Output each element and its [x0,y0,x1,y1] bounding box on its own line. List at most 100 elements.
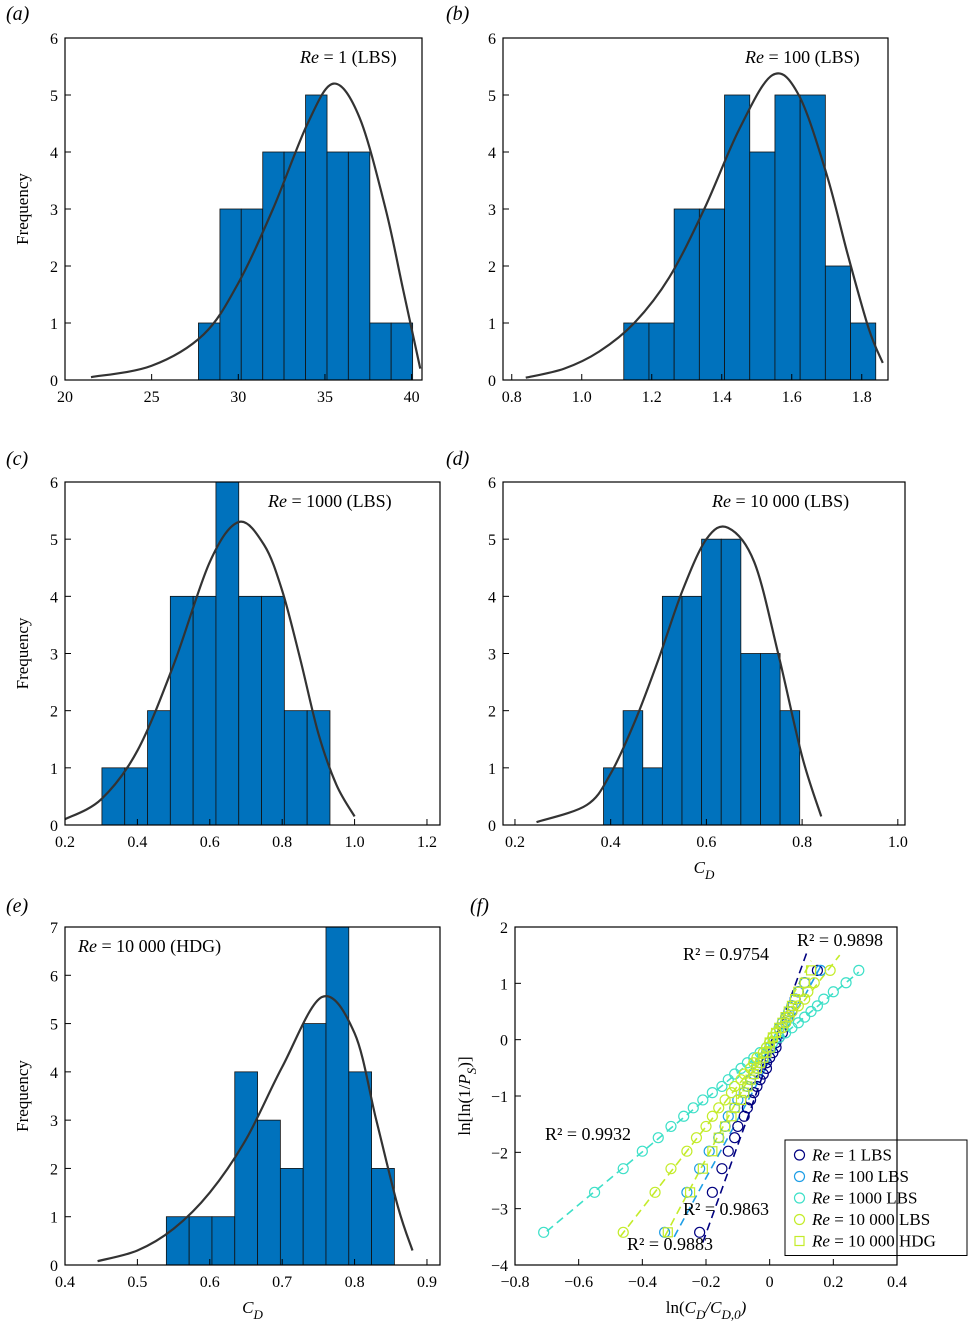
annotation: Re = 1000 (LBS) [267,491,392,512]
point [777,1017,788,1028]
bar [124,767,148,826]
point [716,1163,728,1175]
x-tick-label: 0.2 [823,1274,843,1291]
bar [774,94,801,381]
y-tick-label: 1 [50,761,58,778]
bar [850,322,877,381]
x-tick-label: −0.6 [564,1274,593,1291]
bar [261,595,285,826]
point [722,1074,734,1086]
point [792,1000,804,1012]
point [744,1062,757,1074]
x-tick-label: 1.0 [572,389,592,406]
y-tick-label: 3 [50,1113,58,1130]
legend-label: Re = 100 LBS [811,1167,909,1186]
point [722,1145,734,1157]
point [748,1068,759,1080]
axis-label-part: C [685,1298,697,1317]
y-tick-label: 2 [50,704,58,721]
x-tick-label: 30 [230,389,246,406]
legend-marker [793,1192,806,1204]
y-tick-label: 5 [50,1017,58,1034]
axis-label-part: )] [455,1056,474,1067]
y-tick-label: 2 [50,1161,58,1178]
point [700,1120,712,1133]
x-tick-label: 0.6 [696,834,716,851]
bar [661,595,683,826]
y-tick-label: 6 [50,31,58,48]
y-tick-label: −2 [491,1145,508,1162]
bar [347,151,371,381]
bar [279,1168,304,1266]
point [697,1163,708,1174]
axis-label: ln[ln(1/PS)] [455,1056,479,1135]
point [818,993,830,1005]
fit-curve [90,82,422,379]
point [719,1120,731,1133]
axis-label-part: D [252,1307,263,1322]
point [790,994,801,1005]
panel-label: (f) [470,895,489,917]
y-tick-label: 0 [50,1258,58,1275]
point [729,1132,741,1144]
y-tick-label: 6 [50,475,58,492]
bar [724,94,751,381]
legend-label: Re = 1000 LBS [811,1189,917,1208]
y-tick-label: 3 [50,202,58,219]
bar [681,595,703,826]
y-tick-label: 6 [488,475,496,492]
point [662,1227,673,1238]
point [824,964,836,976]
y-tick-label: 0 [50,373,58,390]
point [786,1000,798,1011]
y-tick-label: 7 [50,920,58,937]
point [741,1102,753,1114]
y-tick-label: 3 [50,647,58,664]
bar [760,653,781,826]
r2-label: R² = 0.9754 [683,944,769,964]
r2-label: R² = 0.9883 [627,1234,713,1254]
point [690,1132,703,1144]
point [636,1145,648,1157]
bar [749,151,776,381]
point [735,1094,747,1106]
point [793,986,804,997]
bar [603,767,624,826]
y-tick-label: 2 [488,259,496,276]
bar [283,151,306,381]
point [811,964,824,976]
axis-label-part: ln[ln(1/ [455,1084,474,1135]
fit-curve [64,520,356,821]
x-tick-label: 0.8 [792,834,812,851]
axes-frame [64,926,441,1266]
bar [623,322,650,381]
y-tick-label: 0 [50,818,58,835]
point [805,1005,817,1018]
point [665,1120,677,1133]
point [729,1102,740,1113]
point [706,1087,718,1099]
legend-box [784,1139,968,1256]
y-tick-label: 5 [50,532,58,549]
point [719,1121,731,1132]
legend-label: Re = 10 000 HDG [811,1232,936,1251]
axis-label: CD [694,858,715,882]
y-tick-label: 2 [488,704,496,721]
x-tick-label: 0.2 [55,834,75,851]
point [719,1094,731,1106]
annotation: Re = 10 000 (LBS) [711,491,849,512]
y-tick-label: 4 [50,145,58,162]
y-axis-label: Frequency [13,617,32,689]
bar [648,322,675,381]
point [697,1094,709,1106]
point [706,1186,718,1198]
y-tick-label: 5 [488,88,496,105]
x-tick-label: 0.9 [417,1274,437,1291]
axis-label-part: C [710,1298,722,1317]
y-tick-label: 1 [488,316,496,333]
x-tick-label: 0.7 [272,1274,292,1291]
bar [701,538,722,826]
bar [824,265,851,381]
x-tick-label: 0.6 [200,834,220,851]
point [799,977,810,988]
